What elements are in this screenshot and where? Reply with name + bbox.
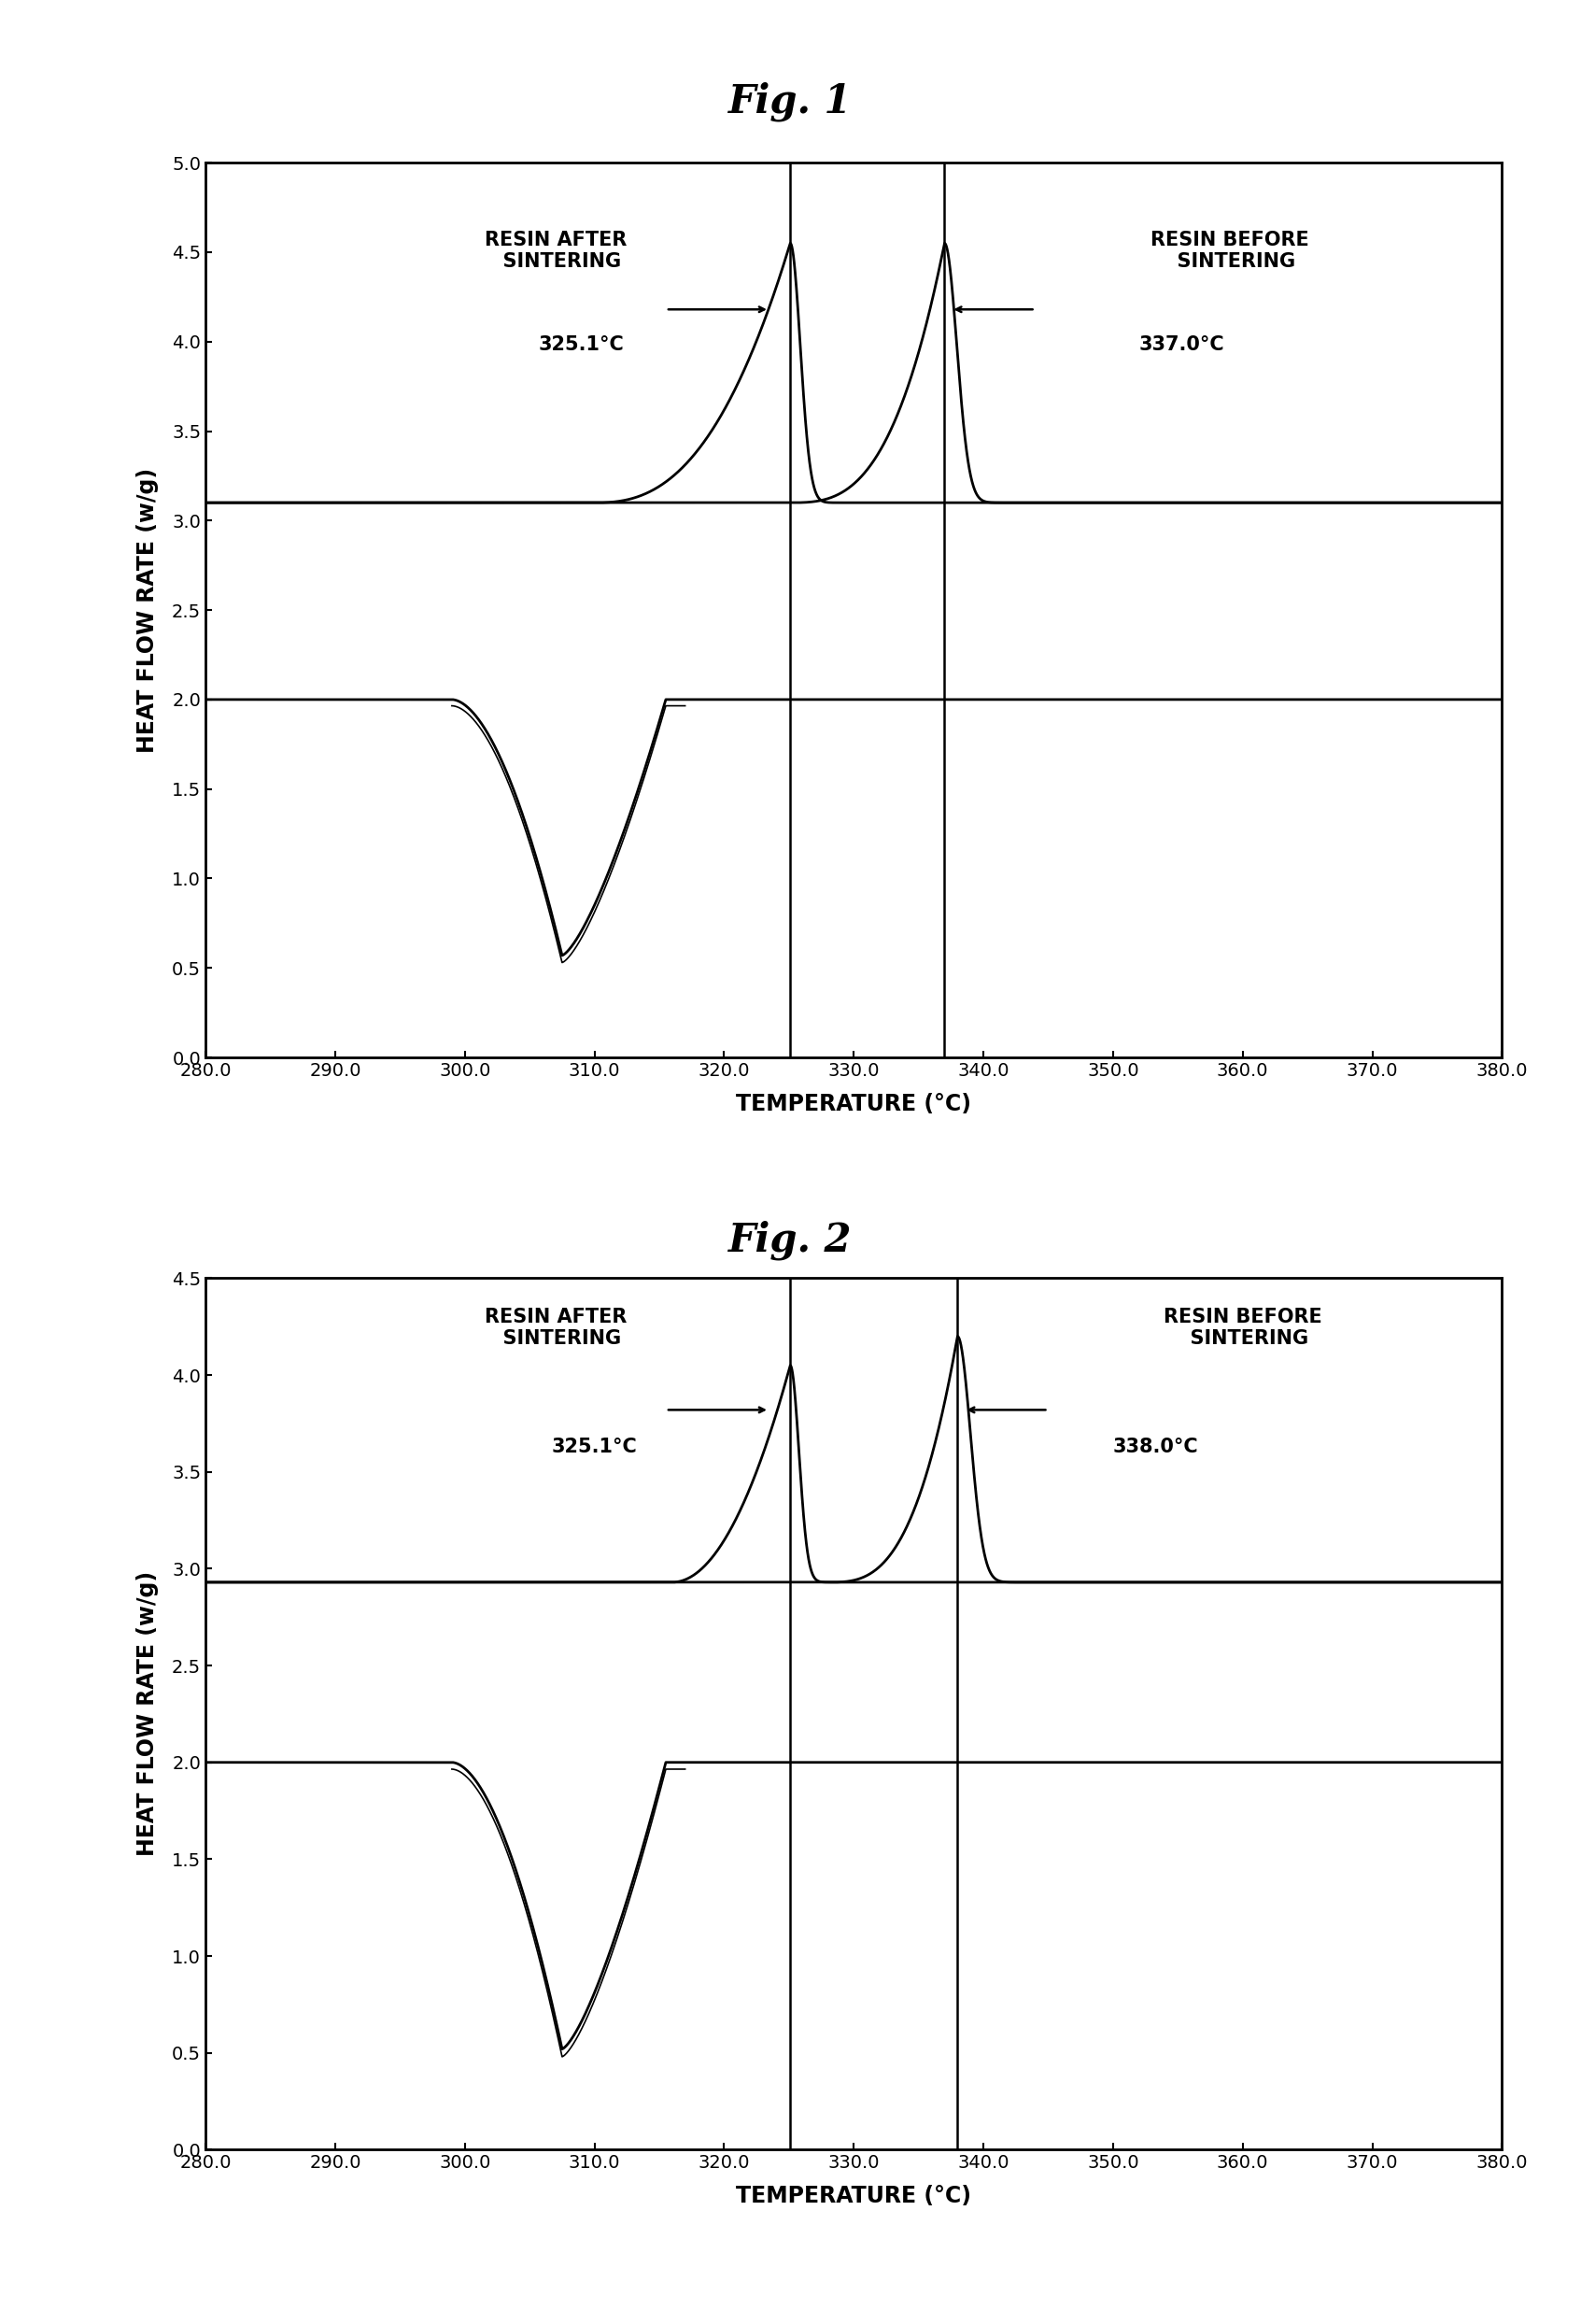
Y-axis label: HEAT FLOW RATE (w/g): HEAT FLOW RATE (w/g)	[136, 1571, 160, 1857]
Text: 325.1°C: 325.1°C	[552, 1439, 637, 1457]
Text: 338.0°C: 338.0°C	[1113, 1439, 1198, 1457]
Y-axis label: HEAT FLOW RATE (w/g): HEAT FLOW RATE (w/g)	[136, 467, 160, 753]
Text: Fig. 1: Fig. 1	[729, 81, 852, 121]
Text: 337.0°C: 337.0°C	[1138, 335, 1225, 353]
Text: RESIN BEFORE
  SINTERING: RESIN BEFORE SINTERING	[1164, 1306, 1322, 1348]
X-axis label: TEMPERATURE (°C): TEMPERATURE (°C)	[737, 2185, 971, 2208]
Text: 325.1°C: 325.1°C	[539, 335, 624, 353]
X-axis label: TEMPERATURE (°C): TEMPERATURE (°C)	[737, 1092, 971, 1116]
Text: RESIN AFTER
  SINTERING: RESIN AFTER SINTERING	[484, 1306, 626, 1348]
Text: Fig. 2: Fig. 2	[729, 1220, 852, 1260]
Text: RESIN AFTER
  SINTERING: RESIN AFTER SINTERING	[484, 230, 626, 272]
Text: RESIN BEFORE
  SINTERING: RESIN BEFORE SINTERING	[1151, 230, 1309, 272]
